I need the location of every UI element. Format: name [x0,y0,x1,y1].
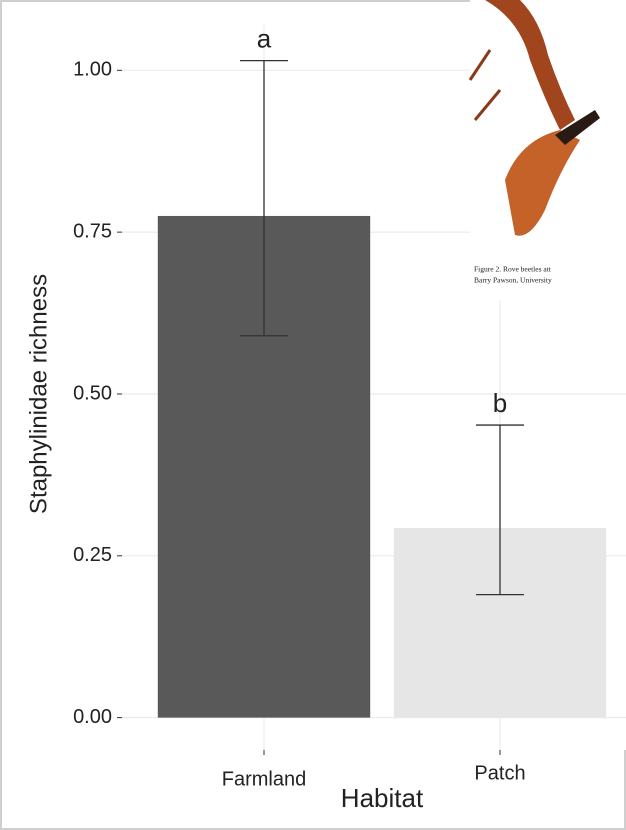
y-axis-title: Staphylinidae richness [25,274,52,514]
y-tick-label: 0.50 [73,382,112,404]
significance-letter: a [257,23,272,53]
x-tick-label: Farmland [222,768,306,790]
x-axis-title: Habitat [341,783,424,813]
y-tick-label: 0.75 [73,220,112,242]
overlay-figure: Figure 2. Rove beetles att Barry Pawson,… [470,0,626,300]
chart: 0.00 0.25 0.50 0.75 1.00 a Farmland b Patch Figu… [0,0,626,830]
y-tick-label: 1.00 [73,59,112,81]
y-tick-label: 0.25 [73,544,112,566]
y-tick-label: 0.00 [73,706,112,728]
caption-line: Barry Pawson, University [474,276,552,285]
x-tick-label: Patch [474,762,525,784]
caption-line: Figure 2. Rove beetles att [474,265,552,274]
significance-letter: b [493,388,507,418]
